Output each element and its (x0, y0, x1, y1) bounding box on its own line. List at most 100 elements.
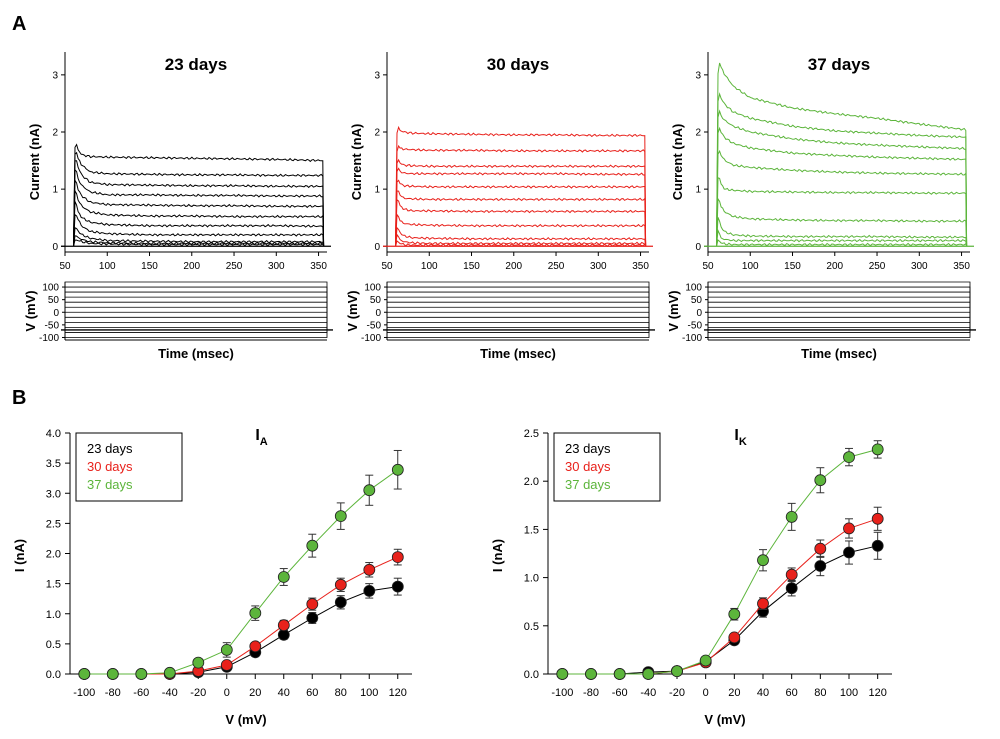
panel-b-charts: 0.0 0.5 1.0 1.5 2.0 2.5 3.0 3.5 4.0 -100 -80 -60 -40… (12, 427, 892, 727)
current-trace (73, 213, 325, 247)
voltage-step (707, 329, 971, 338)
data-point (277, 571, 290, 583)
current-trace (395, 179, 647, 247)
data-point (843, 451, 855, 464)
data-point (306, 539, 319, 552)
y-tick-label: 2 (52, 128, 58, 139)
y-axis-label: Current (nA) (670, 124, 685, 201)
series-1 (556, 531, 884, 680)
x-tick-label: 100 (421, 261, 438, 272)
data-point (249, 640, 262, 653)
data-point (391, 580, 404, 593)
voltage-step (64, 291, 328, 330)
y-tick-label: 2 (374, 128, 380, 139)
y-tick-label: 4.0 (46, 428, 61, 440)
current-trace (73, 189, 325, 247)
x-tick-label: -80 (105, 687, 121, 699)
voltage-y-axis-label: V (mV) (345, 290, 360, 331)
current-trace (73, 178, 325, 247)
y-tick-label: 3 (374, 70, 380, 81)
current-trace (716, 197, 968, 247)
data-point (814, 474, 827, 487)
x-tick-label: 350 (310, 261, 327, 272)
series-line (84, 586, 398, 675)
y-tick-label: 1.5 (46, 579, 61, 591)
x-tick-label: 150 (141, 261, 158, 272)
data-point (306, 598, 319, 610)
current-trace (395, 213, 647, 247)
current-trace (395, 226, 647, 247)
series-line (84, 556, 399, 675)
series-1 (78, 577, 404, 680)
y-tick-label: 3 (695, 70, 701, 81)
voltage-step (386, 321, 650, 330)
legend-box (75, 432, 183, 502)
chart-title: 37 days (808, 55, 870, 74)
voltage-y-tick-label: 50 (370, 295, 382, 306)
voltage-y-tick-label: -50 (367, 320, 382, 331)
y-tick-label: 1 (374, 185, 380, 196)
data-point (363, 484, 376, 497)
legend-entry: 23 days (565, 441, 611, 456)
y-tick-label: 0 (52, 242, 58, 253)
voltage-step (64, 329, 328, 333)
voltage-step (707, 291, 971, 330)
voltage-step (707, 316, 971, 330)
data-point (135, 668, 148, 680)
data-point (843, 546, 855, 559)
current-trace (716, 126, 968, 247)
voltage-step (707, 286, 971, 330)
x-tick-label: -100 (551, 687, 573, 699)
y-tick-label: 0.5 (524, 621, 539, 633)
data-point (78, 668, 91, 680)
current-trace (73, 168, 325, 247)
voltage-y-tick-label: -100 (361, 333, 381, 344)
voltage-step (64, 301, 328, 330)
legend-entry: 23 days (87, 441, 133, 456)
x-axis-label: Time (msec) (158, 346, 234, 361)
x-tick-label: 250 (548, 261, 565, 272)
chart-title-subscript: A (260, 436, 268, 448)
voltage-step (386, 291, 650, 330)
voltage-y-tick-label: 0 (375, 308, 381, 319)
x-tick-label: -20 (190, 687, 206, 699)
current-trace (716, 177, 968, 247)
current-trace (73, 143, 325, 247)
x-tick-label: 150 (463, 261, 480, 272)
voltage-y-axis-label: V (mV) (666, 290, 681, 331)
x-tick-label: 200 (505, 261, 522, 272)
legend-entry: 30 days (87, 459, 133, 474)
data-point (785, 568, 798, 581)
x-tick-label: 40 (757, 687, 769, 699)
x-tick-label: -60 (133, 687, 149, 699)
series-3 (556, 440, 884, 680)
y-tick-label: 1.0 (524, 573, 539, 585)
y-tick-label: 3.5 (46, 458, 61, 470)
data-point (277, 619, 290, 632)
voltage-step (386, 301, 650, 330)
voltage-step (64, 316, 328, 330)
y-tick-label: 0.5 (46, 639, 61, 651)
series-2 (556, 506, 884, 680)
voltage-step (707, 321, 971, 330)
data-point (334, 510, 347, 522)
y-axis-label: Current (nA) (349, 124, 364, 201)
data-point (843, 522, 855, 535)
legend-box (553, 432, 661, 502)
data-point (192, 656, 205, 669)
x-tick-label: 250 (226, 261, 243, 272)
voltage-step (707, 301, 971, 330)
x-tick-label: 0 (703, 687, 709, 699)
data-point (728, 631, 741, 644)
panel-letter-b: B (12, 387, 26, 409)
x-axis-label: V (mV) (225, 712, 266, 727)
y-tick-label: 2.0 (46, 549, 61, 561)
y-tick-label: 1.0 (46, 609, 61, 621)
voltage-step (64, 329, 328, 338)
series-3 (78, 449, 404, 680)
